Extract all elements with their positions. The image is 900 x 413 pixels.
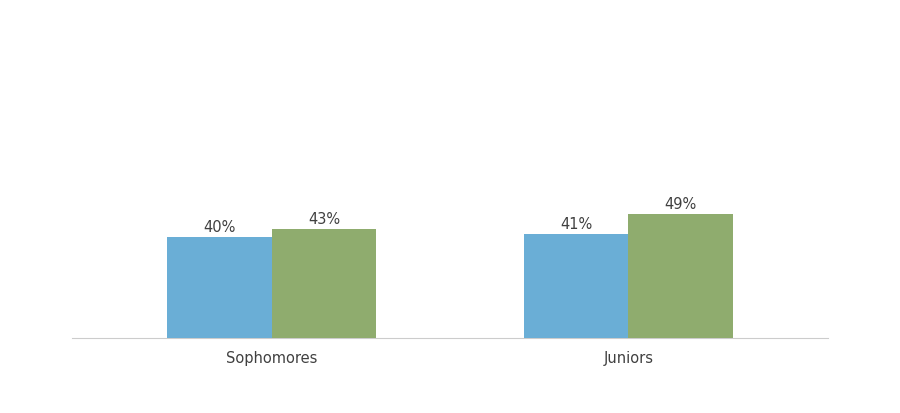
Legend: Texas, U.S.: Texas, U.S. [384,409,516,413]
Bar [167,237,272,339]
Bar [524,235,628,339]
Text: 43%: 43% [308,211,340,226]
Text: 40%: 40% [203,219,236,234]
Bar [628,214,733,339]
Text: 41%: 41% [560,216,592,231]
Text: 49%: 49% [664,196,697,211]
Bar [272,229,376,339]
